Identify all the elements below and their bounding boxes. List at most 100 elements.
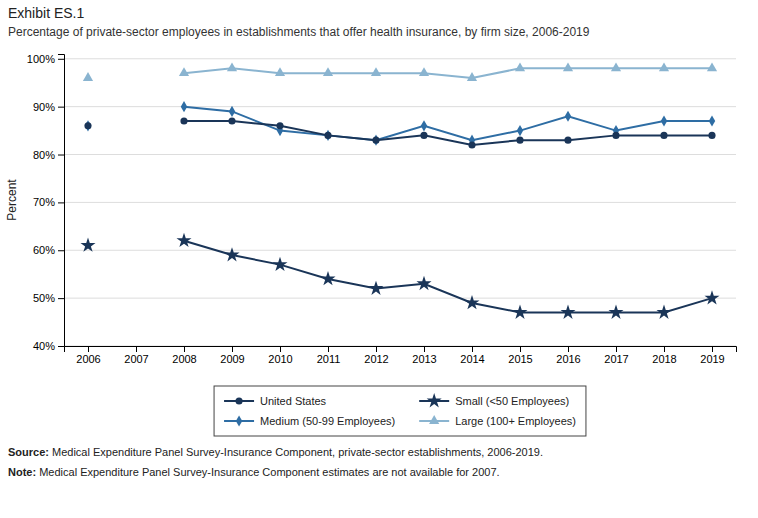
y-tick: 50% (33, 292, 64, 304)
legend-item: Medium (50-99 Employees) (224, 415, 395, 427)
x-tick: 2008 (172, 346, 196, 365)
marker (373, 135, 379, 146)
marker (517, 125, 523, 136)
marker (660, 132, 667, 139)
y-tick-label: 60% (33, 244, 55, 256)
marker (323, 67, 333, 76)
x-tick-mark (568, 346, 569, 352)
marker (320, 271, 335, 285)
grid-line (64, 58, 736, 59)
y-tick-mark (58, 346, 64, 347)
x-tick-label: 2008 (172, 353, 196, 365)
x-tick: 2011 (317, 346, 341, 365)
marker (707, 62, 717, 71)
x-tick: 2018 (652, 346, 676, 365)
marker (612, 132, 619, 139)
marker (611, 62, 621, 71)
y-tick-label: 80% (33, 149, 55, 161)
x-tick-label: 2006 (76, 353, 100, 365)
y-tick-label: 90% (33, 101, 55, 113)
marker (516, 137, 523, 144)
grid (64, 59, 736, 346)
series (83, 62, 717, 80)
marker (421, 120, 427, 131)
y-tick-mark (58, 155, 64, 156)
marker (276, 122, 283, 129)
annotation-label: Source: (8, 446, 49, 458)
x-tick: 2009 (220, 346, 244, 365)
x-tick: 2010 (268, 346, 292, 365)
y-tick: 60% (33, 244, 64, 256)
marker (181, 101, 187, 112)
grid-line (64, 298, 736, 299)
legend-label: United States (260, 395, 327, 407)
y-tick: 40% (33, 340, 64, 352)
y-tick-mark (58, 298, 64, 299)
marker (608, 305, 623, 319)
legend-marker (236, 415, 242, 426)
marker (515, 62, 525, 71)
marker (565, 111, 571, 122)
x-tick-mark (184, 346, 185, 352)
annotation-label: Note: (8, 466, 36, 478)
plot-area (80, 62, 719, 318)
x-tick-mark (616, 346, 617, 352)
marker (419, 67, 429, 76)
y-tick-mark (58, 59, 64, 60)
marker (368, 281, 383, 295)
y-tick-label: 100% (27, 53, 55, 65)
x-tick: 2019 (700, 346, 724, 365)
marker (563, 62, 573, 71)
marker (420, 132, 427, 139)
x-axis-line (65, 347, 737, 353)
grid-line (64, 250, 736, 251)
legend-marker (427, 393, 442, 407)
marker (656, 305, 671, 319)
marker (560, 305, 575, 319)
y-tick-mark (58, 250, 64, 251)
legend-marker (429, 415, 439, 424)
y-tick: 90% (33, 101, 64, 113)
series (85, 101, 715, 146)
x-tick-mark (520, 346, 521, 352)
marker (176, 233, 191, 247)
subtitle: Percentage of private-sector employees i… (8, 25, 590, 39)
marker (468, 141, 475, 148)
grid-line (64, 154, 736, 155)
x-tick: 2014 (460, 346, 484, 365)
x-tick-mark (424, 346, 425, 352)
legend-item: Large (100+ Employees) (419, 415, 576, 427)
series-line (88, 107, 712, 141)
x-tick-label: 2018 (652, 353, 676, 365)
x-tick: 2013 (412, 346, 436, 365)
marker (179, 67, 189, 76)
series-line (88, 121, 712, 145)
marker (83, 72, 93, 81)
marker (659, 62, 669, 71)
marker (564, 137, 571, 144)
x-tick-label: 2012 (364, 353, 388, 365)
x-tick: 2012 (364, 346, 388, 365)
y-axis: 40%50%60%70%80%90%100% (27, 53, 65, 352)
marker (325, 130, 331, 141)
x-tick-mark (232, 346, 233, 352)
x-tick: 2015 (508, 346, 532, 365)
x-tick-label: 2014 (460, 353, 484, 365)
y-tick: 80% (33, 149, 64, 161)
marker (227, 62, 237, 71)
x-tick-label: 2009 (220, 353, 244, 365)
marker (416, 276, 431, 290)
grid-line (64, 106, 736, 107)
legend-label: Medium (50-99 Employees) (260, 415, 395, 427)
marker (661, 115, 667, 126)
x-tick-mark (136, 346, 137, 352)
y-tick: 100% (27, 53, 64, 65)
x-tick-mark (712, 346, 713, 352)
y-tick-mark (58, 202, 64, 203)
annotation-text: Medical Expenditure Panel Survey-Insuran… (36, 466, 499, 478)
title: Exhibit ES.1 (8, 5, 84, 21)
y-tick-label: 50% (33, 292, 55, 304)
x-tick-label: 2017 (604, 353, 628, 365)
marker (512, 305, 527, 319)
marker (180, 117, 187, 124)
